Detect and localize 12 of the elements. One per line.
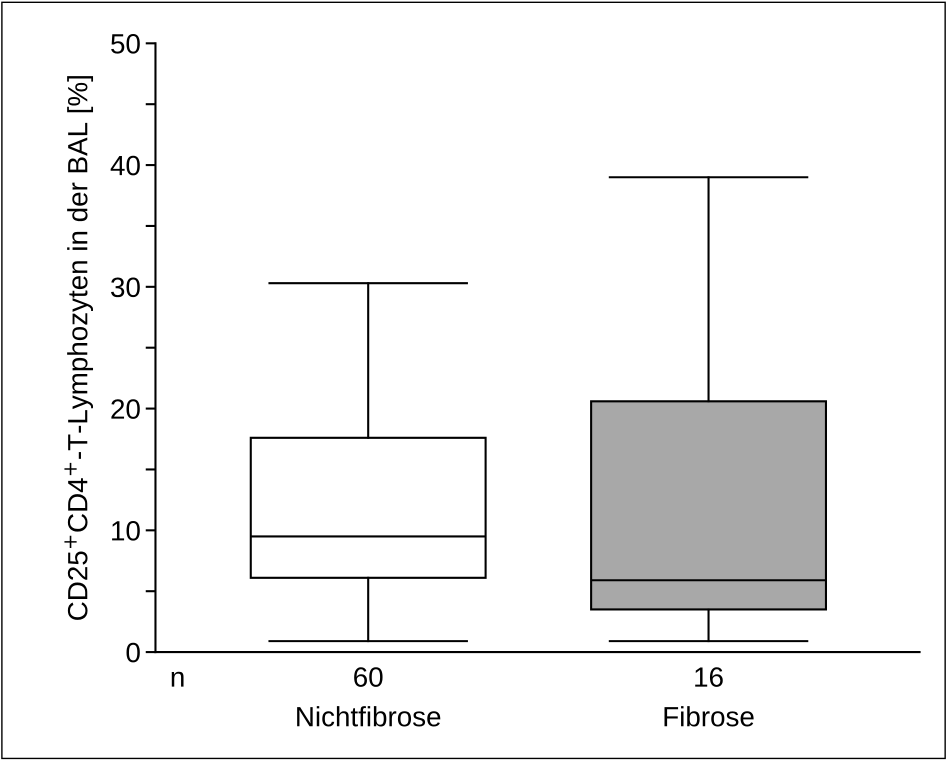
y-tick-label: 50: [111, 34, 140, 54]
y-tick-label: 30: [111, 277, 140, 298]
y-tick-label: 40: [110, 156, 140, 176]
text: n: [172, 672, 184, 687]
y-tick-label: 20: [111, 399, 140, 419]
y-tick-label: 0: [126, 642, 140, 662]
x-tick-label: Nichtfibrose: [297, 706, 440, 726]
x-tick-label: Fibrose: [664, 706, 754, 726]
text: 60: [354, 667, 383, 687]
y-axis-title: CD25$^{+}$CD4$^{+}$-T-Lymphozyten in der BAL [%]: [64, 76, 94, 620]
y-tick-label: 10: [112, 520, 140, 541]
text: 16: [695, 667, 723, 687]
